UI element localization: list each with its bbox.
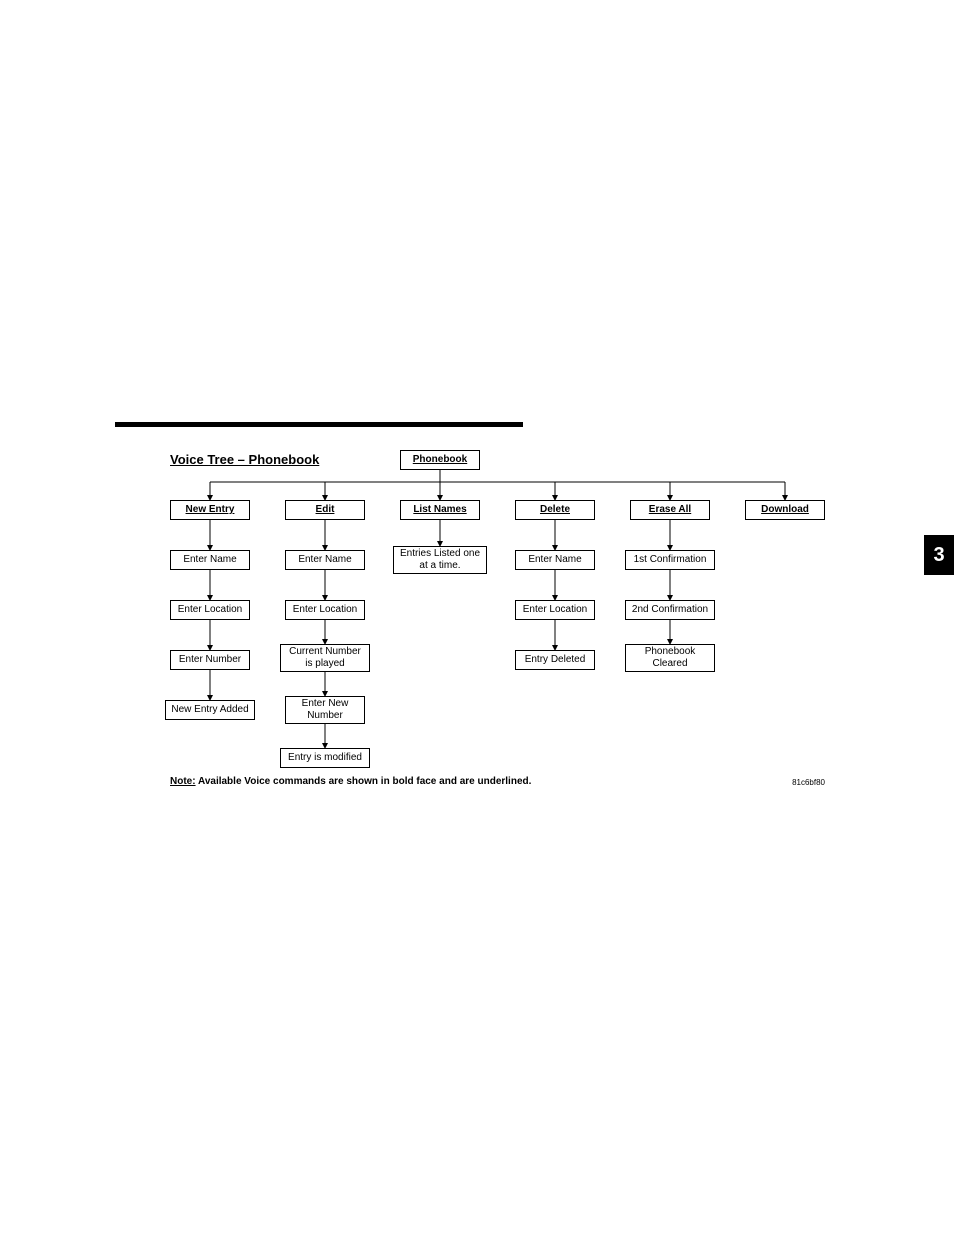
node-n4b: Enter Location (515, 600, 595, 620)
node-c6: Download (745, 500, 825, 520)
node-n3a: Entries Listed one at a time. (393, 546, 487, 574)
header-bar (115, 422, 523, 427)
node-n1b: Enter Location (170, 600, 250, 620)
note-text: Available Voice commands are shown in bo… (196, 776, 532, 787)
node-n1a: Enter Name (170, 550, 250, 570)
node-n1c: Enter Number (170, 650, 250, 670)
node-c5: Erase All (630, 500, 710, 520)
diagram-title: Voice Tree – Phonebook (170, 452, 319, 467)
node-root: Phonebook (400, 450, 480, 470)
node-n2d: Enter New Number (285, 696, 365, 724)
node-n4c: Entry Deleted (515, 650, 595, 670)
node-n2e: Entry is modified (280, 748, 370, 768)
node-n2b: Enter Location (285, 600, 365, 620)
node-n1d: New Entry Added (165, 700, 255, 720)
page-tab: 3 (924, 535, 954, 575)
node-c2: Edit (285, 500, 365, 520)
node-n5c: Phonebook Cleared (625, 644, 715, 672)
node-n2c: Current Number is played (280, 644, 370, 672)
ref-code: 81c6bf80 (792, 778, 825, 787)
node-n2a: Enter Name (285, 550, 365, 570)
note-label: Note: (170, 776, 196, 787)
node-c3: List Names (400, 500, 480, 520)
node-n4a: Enter Name (515, 550, 595, 570)
node-n5b: 2nd Confirmation (625, 600, 715, 620)
node-c4: Delete (515, 500, 595, 520)
node-n5a: 1st Confirmation (625, 550, 715, 570)
node-c1: New Entry (170, 500, 250, 520)
note: Note: Available Voice commands are shown… (170, 776, 531, 787)
